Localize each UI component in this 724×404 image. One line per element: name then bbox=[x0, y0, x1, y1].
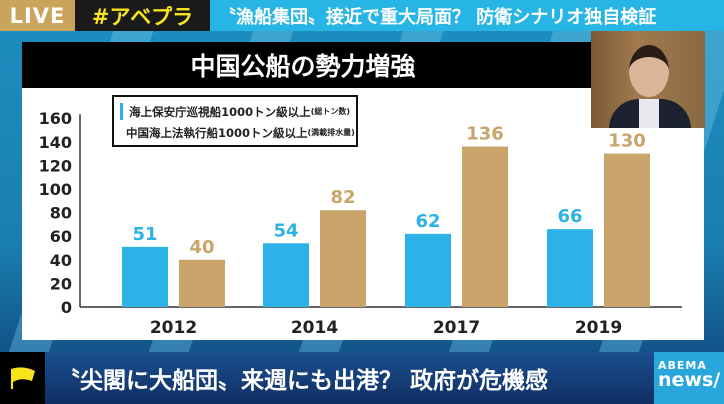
y-tick-label: 160 bbox=[39, 109, 72, 128]
bar-china-2019 bbox=[604, 153, 650, 307]
x-tick-label: 2017 bbox=[433, 318, 480, 338]
data-label: 62 bbox=[415, 211, 440, 232]
y-tick-label: 140 bbox=[39, 133, 72, 152]
person-head bbox=[629, 45, 669, 97]
bar-japan-2012 bbox=[122, 246, 168, 307]
x-tick-label: 2019 bbox=[575, 318, 622, 338]
x-tick-label: 2014 bbox=[291, 318, 338, 338]
person-shirt bbox=[639, 99, 659, 128]
logo-bottom: news/ bbox=[658, 369, 721, 391]
headline: 〝漁船集団〟接近で重大局面？ 防衛シナリオ独自検証 bbox=[210, 0, 724, 31]
news-ticker: 〝尖閣に大船団〟来週にも出港？ 政府が危機感 ABEMA news/ bbox=[0, 352, 724, 404]
data-label: 54 bbox=[273, 220, 298, 241]
legend-note: (満載排水量) bbox=[307, 128, 355, 137]
program-tag: #アベプラ bbox=[75, 0, 210, 31]
logo-top: ABEMA bbox=[658, 359, 707, 372]
chart-panel: 0 20 40 60 80 100 120 140 160 51 40 2012 54 82 2014 62 1… bbox=[22, 88, 704, 340]
legend: 海上保安庁巡視船1000トン級以上 (総トン数) 中国海上法執行船1000トン級… bbox=[112, 95, 358, 147]
legend-item-japan: 海上保安庁巡視船1000トン級以上 (総トン数) bbox=[120, 101, 350, 122]
legend-label: 海上保安庁巡視船1000トン級以上 bbox=[129, 104, 311, 119]
bar-japan-2019 bbox=[547, 229, 593, 307]
x-tick-label: 2012 bbox=[150, 318, 197, 338]
data-label: 130 bbox=[608, 131, 646, 152]
bar-china-2012 bbox=[179, 259, 225, 307]
bar-chart: 0 20 40 60 80 100 120 140 160 51 40 2012 54 82 2014 62 1… bbox=[39, 109, 682, 338]
data-label: 66 bbox=[557, 206, 582, 227]
y-tick-label: 100 bbox=[39, 180, 72, 199]
bar-china-2017 bbox=[462, 146, 508, 307]
bar-japan-2014 bbox=[263, 243, 309, 307]
y-tick-label: 0 bbox=[61, 298, 72, 317]
y-tick-label: 60 bbox=[50, 227, 72, 246]
abema-news-logo: ABEMA news/ bbox=[654, 352, 724, 404]
flag-icon bbox=[0, 352, 45, 404]
y-tick-label: 80 bbox=[50, 204, 72, 223]
data-label: 82 bbox=[330, 187, 355, 208]
y-tick-label: 20 bbox=[50, 274, 72, 293]
chart-title: 中国公船の勢力増強 bbox=[22, 42, 704, 88]
legend-note: (総トン数) bbox=[310, 107, 350, 116]
bar-china-2014 bbox=[320, 210, 366, 307]
bar-japan-2017 bbox=[405, 233, 451, 307]
ticker-text: 〝尖閣に大船団〟来週にも出港？ 政府が危機感 bbox=[57, 368, 549, 394]
live-badge: LIVE bbox=[0, 0, 75, 31]
guest-video-feed bbox=[591, 31, 705, 128]
data-label: 136 bbox=[466, 124, 504, 145]
legend-item-china: 中国海上法執行船1000トン級以上 (満載排水量) bbox=[120, 122, 355, 143]
top-banner: LIVE #アベプラ 〝漁船集団〟接近で重大局面？ 防衛シナリオ独自検証 bbox=[0, 0, 724, 31]
legend-swatch-blue bbox=[120, 103, 124, 120]
data-label: 40 bbox=[189, 237, 214, 258]
legend-label: 中国海上法執行船1000トン級以上 bbox=[126, 125, 308, 140]
data-label: 51 bbox=[132, 224, 157, 245]
y-tick-label: 120 bbox=[39, 156, 72, 175]
y-tick-label: 40 bbox=[50, 251, 72, 270]
